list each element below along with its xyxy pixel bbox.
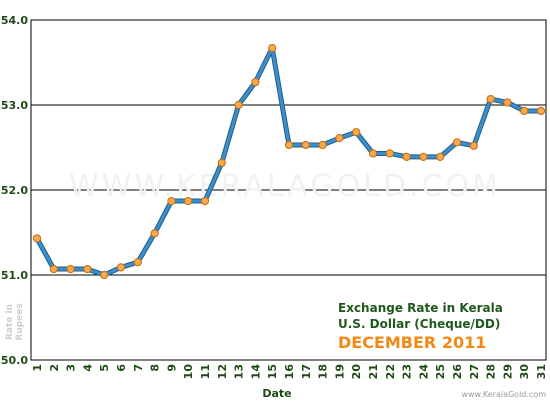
x-tick-label: 17: [300, 364, 313, 379]
x-tick-label: 11: [199, 364, 212, 379]
x-tick-label: 14: [249, 364, 262, 380]
data-point: [352, 128, 361, 137]
x-tick-label: 23: [401, 364, 414, 379]
x-tick-label: 25: [434, 364, 447, 379]
x-tick-label: 22: [384, 364, 397, 379]
caption-title-line-2: U.S. Dollar (Cheque/DD): [338, 317, 500, 331]
x-tick-label: 20: [350, 364, 363, 380]
footer-url: www.KeralaGold.com: [461, 390, 546, 399]
data-point: [116, 263, 126, 272]
y-tick-label: 51.0: [1, 269, 28, 282]
data-point: [301, 140, 310, 150]
caption-period: DECEMBER 2011: [338, 333, 486, 352]
data-point: [32, 234, 42, 243]
data-point: [167, 196, 176, 206]
x-tick-label: 31: [535, 364, 548, 379]
x-tick-label: 10: [182, 364, 195, 380]
x-tick-label: 2: [48, 364, 61, 372]
data-point: [452, 138, 462, 147]
x-tick-label: 18: [317, 364, 330, 379]
x-tick-labels: 1 2 3 4 5 6 7 8 9 10 11 12 13 14 15 16 17 18 19 20 21 22 23 24 2…: [31, 364, 548, 380]
x-tick-label: 6: [115, 364, 128, 372]
y-axis-title: Rate in Rupees: [5, 303, 25, 340]
data-point: [536, 106, 546, 116]
x-axis-title: Date: [262, 387, 291, 400]
x-tick-label: 21: [367, 364, 380, 379]
y-tick-label: 52.0: [1, 184, 28, 197]
x-tick-label: 1: [31, 364, 44, 372]
series-points: [32, 43, 546, 280]
data-point: [503, 98, 512, 107]
x-tick-label: 24: [417, 364, 430, 380]
x-tick-label: 30: [518, 364, 531, 380]
grid-layer: [30, 19, 547, 361]
x-tick-label: 5: [98, 364, 111, 372]
data-point: [486, 94, 495, 104]
y-tick-label: 53.0: [1, 99, 28, 112]
data-point: [100, 270, 109, 280]
x-tick-label: 13: [233, 364, 246, 379]
caption-title-line-1: Exchange Rate in Kerala: [338, 301, 503, 315]
x-tick-label: 26: [451, 364, 464, 380]
data-point: [368, 149, 378, 158]
data-point: [133, 258, 142, 267]
data-point: [66, 264, 75, 274]
y-tick-labels: 50.0 51.0 52.0 53.0 54.0: [1, 14, 28, 367]
y-axis-title-line: Rate in: [5, 304, 15, 340]
data-point: [150, 229, 159, 238]
data-point: [217, 158, 226, 167]
data-point: [419, 152, 428, 161]
watermark: WWW.KERALAGOLD.COM: [69, 169, 501, 204]
data-point: [469, 141, 478, 150]
y-tick-label: 50.0: [1, 354, 28, 367]
data-point: [520, 106, 529, 116]
y-tick-label: 54.0: [1, 14, 28, 27]
x-tick-label: 3: [65, 364, 78, 372]
x-tick-label: 9: [165, 364, 178, 372]
data-point: [200, 196, 210, 206]
data-point: [234, 100, 243, 110]
data-point: [318, 140, 327, 150]
x-tick-label: 19: [333, 364, 346, 379]
x-tick-label: 7: [132, 364, 145, 372]
data-point: [402, 152, 411, 161]
x-tick-label: 29: [501, 364, 514, 379]
data-point: [284, 140, 294, 150]
x-tick-label: 12: [216, 364, 229, 379]
data-point: [49, 264, 58, 274]
data-point: [83, 264, 92, 274]
data-point: [385, 149, 394, 158]
data-point: [335, 134, 344, 143]
data-point: [251, 77, 260, 87]
x-tick-label: 28: [485, 364, 498, 379]
data-point: [268, 43, 277, 53]
x-tick-label: 16: [283, 364, 296, 380]
x-tick-label: 15: [266, 364, 279, 379]
y-axis-title-line: Rupees: [15, 303, 25, 340]
x-tick-label: 27: [468, 364, 481, 379]
x-tick-label: 8: [149, 364, 162, 372]
data-point: [436, 152, 445, 161]
x-tick-label: 4: [81, 364, 94, 372]
data-point: [184, 196, 193, 206]
chart-caption: Exchange Rate in Kerala U.S. Dollar (Che…: [338, 301, 503, 352]
